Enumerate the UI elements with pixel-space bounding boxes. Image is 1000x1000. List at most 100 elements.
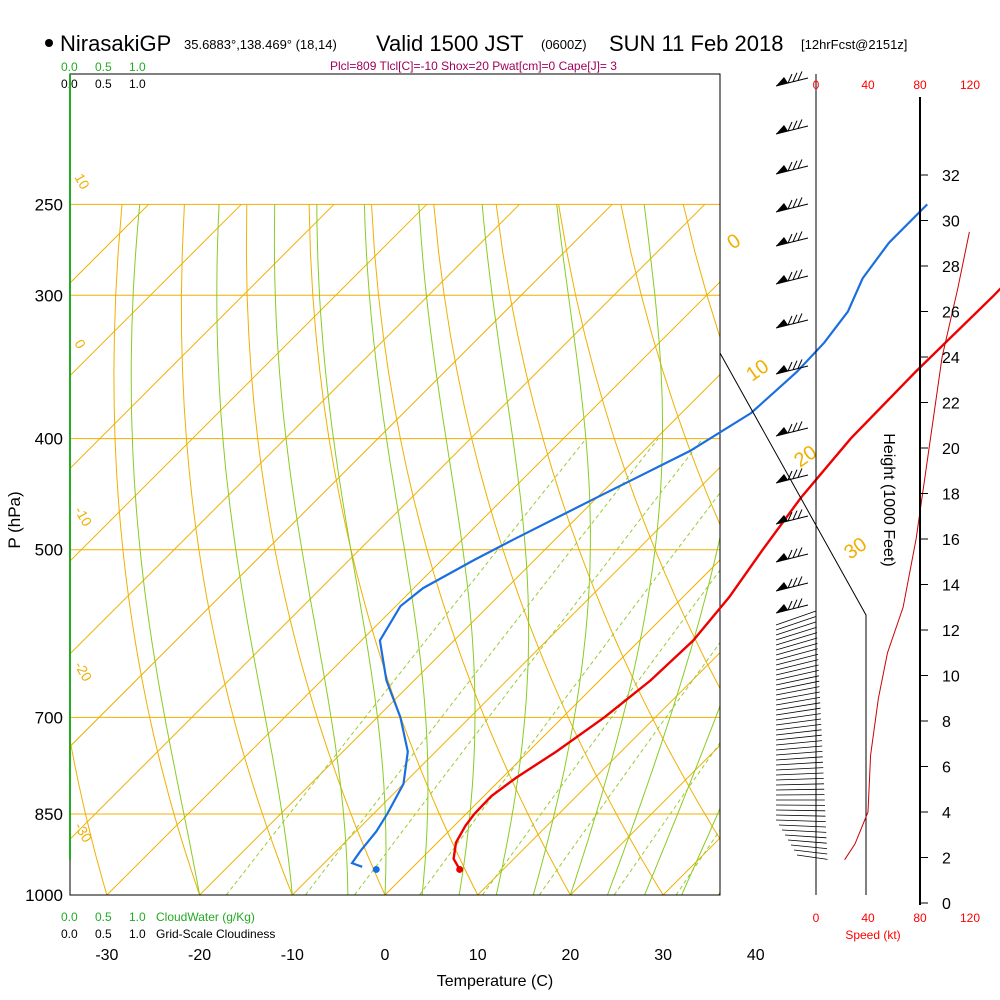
wind-barb-feather: [792, 422, 798, 432]
mixing-ratio-line: [225, 438, 587, 895]
wind-barb: [784, 834, 827, 839]
moist-adiabat: [216, 204, 293, 895]
wind-barb-feather: [792, 548, 798, 558]
wind-barb-feather: [787, 423, 793, 434]
station-name: NirasakiGP: [60, 31, 171, 56]
cloudwater-axis-label: CloudWater (g/Kg): [156, 910, 255, 924]
wind-barb-feather: [792, 198, 798, 208]
wind-barb: [775, 515, 809, 525]
forecast-info: [12hrFcst@2151z]: [801, 37, 907, 52]
height-tick-20: 20: [942, 441, 960, 458]
height-axis-label: Height (1000 Feet): [880, 433, 897, 566]
height-tick-22: 22: [942, 396, 960, 413]
dry-adiabat: [113, 204, 201, 895]
isotherm: [70, 204, 428, 562]
speed-tick-bottom-0: 0: [813, 911, 820, 925]
wind-barb-feather: [797, 269, 803, 279]
wind-barb: [778, 824, 827, 828]
wind-barb-flag: [776, 582, 788, 591]
wind-barb-flag: [776, 125, 788, 134]
wind-barb-feather: [792, 72, 798, 82]
wind-barb: [775, 691, 820, 701]
speed-tick-top-3: 120: [960, 78, 980, 92]
wind-barb: [775, 819, 826, 822]
wind-barb-feather: [792, 270, 798, 280]
moist-adiabat: [681, 807, 720, 895]
wind-barb-feather: [792, 510, 798, 520]
temperature-tick-0: 0: [381, 947, 390, 964]
height-tick-16: 16: [942, 532, 960, 549]
moist-adiabat: [607, 535, 720, 895]
moist-adiabat: [363, 204, 429, 895]
wind-speed-profile: [844, 231, 970, 861]
wind-barb: [775, 724, 822, 731]
cloudiness-tick-bottom-2: 1.0: [129, 927, 146, 941]
temperature-tick-30: 30: [654, 947, 672, 964]
wind-barb: [775, 637, 818, 651]
wind-barb-feather: [792, 120, 798, 130]
wind-barb-flag: [776, 237, 788, 246]
wind-barb-feather: [787, 73, 793, 84]
utc-time: (0600Z): [541, 37, 587, 52]
isotherm: [70, 204, 520, 655]
temperature-profile: [452, 287, 1000, 870]
y-axis-label: P (hPa): [5, 491, 24, 548]
wind-barb-feather: [792, 469, 798, 479]
moist-adiabat: [532, 204, 591, 895]
wind-barb-feather: [797, 421, 803, 431]
dry-adiabat: [558, 204, 720, 690]
wind-barb: [775, 697, 821, 706]
wind-barb-feather: [787, 511, 793, 522]
temperature-tick--30: -30: [95, 947, 118, 964]
wind-barb: [775, 740, 823, 746]
wind-barb-feather: [797, 576, 803, 586]
wind-barb-flag: [776, 604, 788, 613]
wind-barb-feather: [787, 199, 793, 210]
mixing-ratio-line: [481, 569, 720, 895]
wind-barb-flag: [776, 319, 788, 328]
moist-adiabat: [569, 204, 663, 895]
wind-barb: [775, 680, 820, 691]
height-tick-2: 2: [942, 851, 951, 868]
height-tick-4: 4: [942, 805, 951, 822]
dry-adiabat: [308, 204, 479, 895]
background-clipped: 123581220100-10-20-30: [70, 171, 720, 895]
wind-barb: [796, 854, 828, 860]
pressure-axis: 250 300 400 500 700 850 1000: [25, 195, 63, 905]
cloudiness-axis-label: Grid-Scale Cloudiness: [156, 927, 275, 941]
height-tick-32: 32: [942, 168, 960, 185]
wind-barb-feather: [797, 598, 803, 608]
wind-barb-feather: [797, 468, 803, 478]
station-marker: [45, 39, 53, 47]
wind-barb-feather: [787, 470, 793, 481]
isotherm: [199, 373, 720, 895]
wind-barb-feather: [792, 160, 798, 170]
wind-barb-feather: [787, 233, 793, 244]
wind-barb: [775, 718, 822, 726]
dry-adiabat: [70, 737, 108, 895]
height-tick-30: 30: [942, 214, 960, 231]
wind-barb-flag: [776, 553, 788, 562]
temperature-axis: -30 -20 -10 0 10 20 30 40: [95, 947, 764, 964]
pressure-tick-500: 500: [35, 541, 63, 560]
wind-barb: [775, 751, 823, 756]
wind-barb: [790, 844, 828, 849]
isotherm: [291, 466, 720, 895]
wind-barbs: [775, 71, 828, 860]
wind-barb: [775, 729, 822, 736]
moist-adiabat: [130, 204, 201, 895]
moist-adiabat: [316, 204, 387, 895]
wind-barb-flag: [776, 365, 788, 374]
height-tick-28: 28: [942, 259, 960, 276]
pressure-tick-250: 250: [35, 195, 63, 214]
mixing-ratio-line: [613, 741, 720, 895]
speed-tick-top-0: 0: [813, 78, 820, 92]
wind-barb-feather: [797, 509, 803, 519]
mixing-ratio-line: [354, 438, 703, 895]
wind-barb-flag: [776, 474, 788, 483]
wind-barb: [793, 849, 828, 855]
mixing-ratio-line: [305, 438, 659, 895]
wind-barb-flag: [776, 77, 788, 86]
